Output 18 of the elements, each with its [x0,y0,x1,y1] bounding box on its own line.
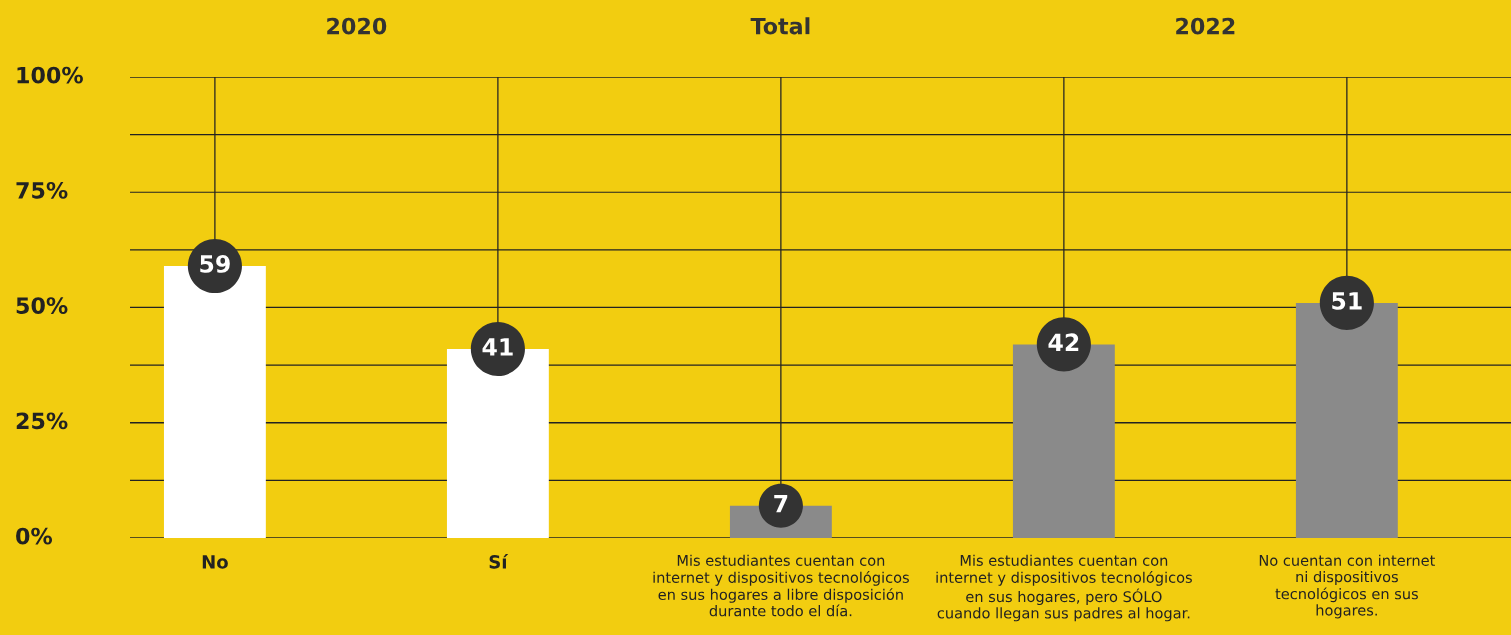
x-tick-label: Mis estudiantes cuentan con internet y dispositivos tecnológicos en sus hogares a libre disposición durante todo el día. [653,554,909,617]
data-label: 51 [1332,292,1362,310]
y-tick-label: 75% [16,181,68,199]
x-tick-label: No cuentan con internet ni dispositivos tecnológicos en sus hogares. [1259,554,1435,619]
data-label: 41 [482,338,513,356]
data-label: 42 [1048,333,1079,351]
data-label: 7 [774,495,788,513]
text: Total [750,17,810,35]
y-tick-label: 0% [16,527,53,545]
x-tick-label: Sí [489,553,509,569]
text: 2020 [327,17,387,35]
data-label: 59 [200,255,230,273]
y-tick-label: 50% [16,297,68,314]
text: 2022 [1176,17,1235,35]
x-tick-label: Mis estudiantes cuentan con internet y dispositivos tecnológicos en sus hogares, pero SÓLO cuando llegan sus padres al hogar. [936,554,1192,622]
y-tick-label: 25% [16,412,68,430]
x-tick-label: No [202,555,228,569]
y-tick-label: 100% [17,66,83,84]
